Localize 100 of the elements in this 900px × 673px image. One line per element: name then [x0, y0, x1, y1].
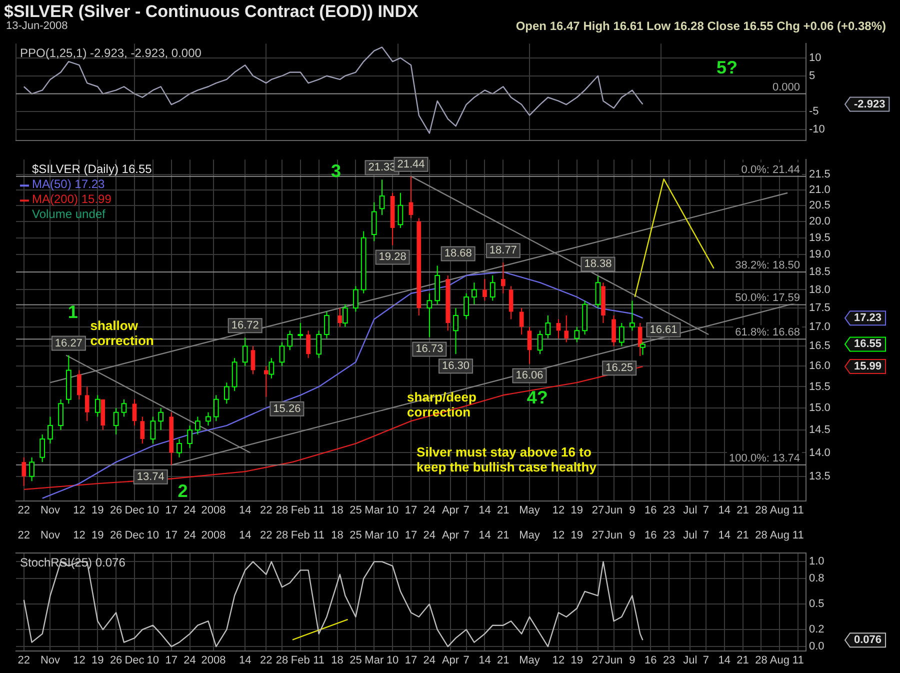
x-tick-label: 7 [463, 654, 470, 666]
x-tick-label: 12 [552, 654, 565, 666]
x2-tick-label: 21 [497, 530, 510, 542]
text: 0.076 [854, 634, 882, 646]
x-tick-label: Jun [604, 654, 623, 666]
x-tick-label: 2008 [201, 654, 226, 666]
x-tick-label: Aug [770, 654, 790, 666]
annotation: 16.73 [416, 343, 444, 356]
x-tick-label: 14 [478, 654, 491, 666]
x-tick-label: 22 [260, 654, 272, 666]
chart-title: $SILVER (Silver - Continuous Contract (EOD)) INDX [4, 2, 418, 21]
annotation: 19.28 [378, 251, 406, 264]
x-tick-label: 24 [184, 654, 196, 666]
y-tick-label: 16.5 [809, 340, 830, 352]
ref-line-label: 100.0%: 13.74 [729, 452, 800, 464]
x2-tick-label: 12 [73, 530, 86, 542]
x-tick-label: Mar [364, 654, 384, 666]
annotation: Volume undef [32, 206, 106, 221]
x2-tick-label: May [519, 530, 540, 542]
ref-line-label: 38.2%: 18.50 [735, 260, 800, 272]
x-tick-label: Feb [290, 654, 310, 666]
x2-tick-label: 10 [386, 530, 399, 542]
x-tick-label: 27 [592, 654, 604, 666]
x-tick-label: 11 [792, 504, 804, 516]
x2-tick-label: 26 [110, 530, 122, 542]
x2-tick-label: 11 [313, 530, 325, 542]
x-tick-label: 12 [73, 654, 86, 666]
annotation: 4? [526, 387, 548, 408]
x-tick-label: 12 [552, 504, 565, 516]
text: Open 16.47 High 16.61 Low 16.28 Close 16.55 Chg +0.06 (+0.38%) [516, 19, 886, 33]
text: -2.923 [854, 98, 886, 110]
y-tick-label: -5 [809, 106, 819, 118]
x-tick-label: 21 [736, 654, 749, 666]
x-tick-label: 16 [644, 504, 657, 516]
x-tick-label: 17 [165, 654, 178, 666]
x2-tick-label: 11 [792, 530, 804, 542]
x-tick-label: 24 [184, 504, 196, 516]
x2-tick-label: 2008 [201, 530, 226, 542]
annotation: 16.61 [650, 324, 678, 336]
x-tick-label: May [519, 504, 540, 516]
x-tick-label: 11 [313, 504, 325, 516]
ref-line-label: 61.8%: 16.68 [735, 326, 800, 339]
ref-line-label: 0.0%: 21.44 [741, 164, 800, 176]
annotation: PPO(1,25,1) -2.923, -2.923, 0.000 [20, 46, 202, 60]
x-tick-label: 19 [570, 504, 584, 516]
x-tick-label: 11 [313, 654, 325, 666]
y-tick-label: 20.5 [809, 199, 830, 212]
x-tick-label: Jul [683, 504, 698, 516]
x-tick-label: 19 [92, 654, 104, 666]
y-tick-label: 0.5 [809, 598, 824, 610]
x2-tick-label: 17 [165, 530, 178, 542]
y-tick-label: 15.5 [809, 380, 830, 393]
x-tick-label: 19 [570, 654, 584, 666]
y-tick-label: 14.0 [809, 446, 830, 459]
x-tick-label: 28 [276, 504, 288, 516]
x2-tick-label: 7 [702, 530, 709, 542]
x2-tick-label: 22 [18, 530, 30, 542]
annotation: 18.38 [584, 258, 612, 270]
x-tick-label: 21 [497, 504, 510, 516]
y-tick-label: 17.0 [809, 320, 830, 333]
x-tick-label: 24 [423, 504, 436, 516]
x-tick-label: 14 [718, 504, 730, 516]
x2-tick-label: 22 [260, 530, 272, 542]
annotation: 16.72 [231, 320, 259, 332]
x-tick-label: 17 [165, 504, 178, 516]
y-tick-label: 19.0 [809, 248, 830, 261]
x-tick-label: 17 [404, 654, 418, 666]
x-tick-label: 18 [331, 504, 344, 516]
x-tick-label: 23 [662, 654, 676, 666]
text: 17.23 [854, 312, 882, 324]
x-tick-label: 21 [497, 654, 510, 666]
x-tick-label: 10 [146, 654, 160, 666]
y-tick-label: 18.0 [809, 284, 830, 296]
annotation: 13.74 [136, 470, 164, 483]
x-tick-label: 27 [592, 504, 604, 516]
x-tick-label: 7 [463, 504, 470, 516]
x2-tick-label: 23 [662, 530, 676, 542]
x-tick-label: Mar [364, 504, 384, 516]
x-tick-label: 25 [350, 654, 362, 666]
x-tick-label: 14 [238, 654, 252, 666]
x-tick-label: 22 [18, 654, 30, 666]
y-tick-label: 10 [809, 52, 822, 64]
x-tick-label: 7 [702, 654, 709, 666]
y-tick-label: 0.8 [809, 572, 824, 585]
annotation: 16.27 [54, 337, 82, 350]
x-tick-label: 19 [92, 504, 104, 516]
y-tick-label: 5 [809, 70, 816, 82]
x2-tick-label: Nov [40, 530, 61, 542]
y-tick-label: 15.0 [809, 402, 830, 414]
y-tick-label: 21.5 [809, 168, 830, 181]
x-tick-label: Apr [442, 504, 460, 516]
x2-tick-label: 24 [423, 530, 436, 542]
y-tick-label: 17.5 [809, 302, 830, 314]
x2-tick-label: 27 [592, 530, 604, 542]
x2-tick-label: 7 [463, 530, 470, 542]
x-tick-label: 7 [702, 504, 709, 516]
y-tick-label: 19.5 [809, 232, 830, 244]
x-tick-label: 28 [755, 654, 768, 666]
text: 15.99 [854, 360, 882, 373]
text: 16.55 [854, 338, 882, 350]
